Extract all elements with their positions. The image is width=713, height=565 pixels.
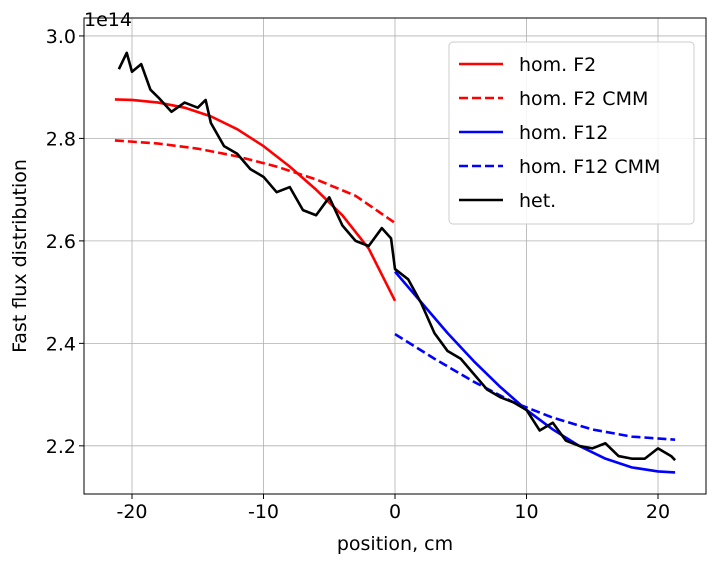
y-tick-label: 2.8 (46, 128, 76, 150)
legend-label: hom. F12 (519, 122, 608, 144)
x-tick-label: 0 (389, 501, 401, 523)
line (117, 51, 677, 462)
plot-frame (83, 17, 707, 495)
legend-label: hom. F2 (519, 54, 596, 76)
line (114, 98, 397, 302)
x-tick-label: -10 (248, 501, 279, 523)
x-axis-label: position, cm (337, 533, 453, 555)
legend-label: hom. F12 CMM (519, 156, 660, 178)
line (394, 333, 676, 441)
y-tick-label: 2.4 (46, 333, 76, 355)
x-tick-label: -20 (116, 501, 147, 523)
y-tick-label: 2.2 (46, 436, 76, 458)
legend-label: het. (519, 190, 556, 212)
x-tick-label: 10 (514, 501, 538, 523)
y-axis-label: Fast flux distribution (9, 159, 31, 353)
legend-label: hom. F2 CMM (519, 88, 648, 110)
y-tick-label: 2.6 (46, 231, 76, 253)
line (114, 139, 396, 225)
y-offset-label: 1e14 (84, 9, 132, 31)
y-tick-label: 3.0 (46, 26, 76, 48)
line (394, 270, 676, 474)
legend-box (448, 41, 695, 225)
x-tick-label: 20 (646, 501, 670, 523)
